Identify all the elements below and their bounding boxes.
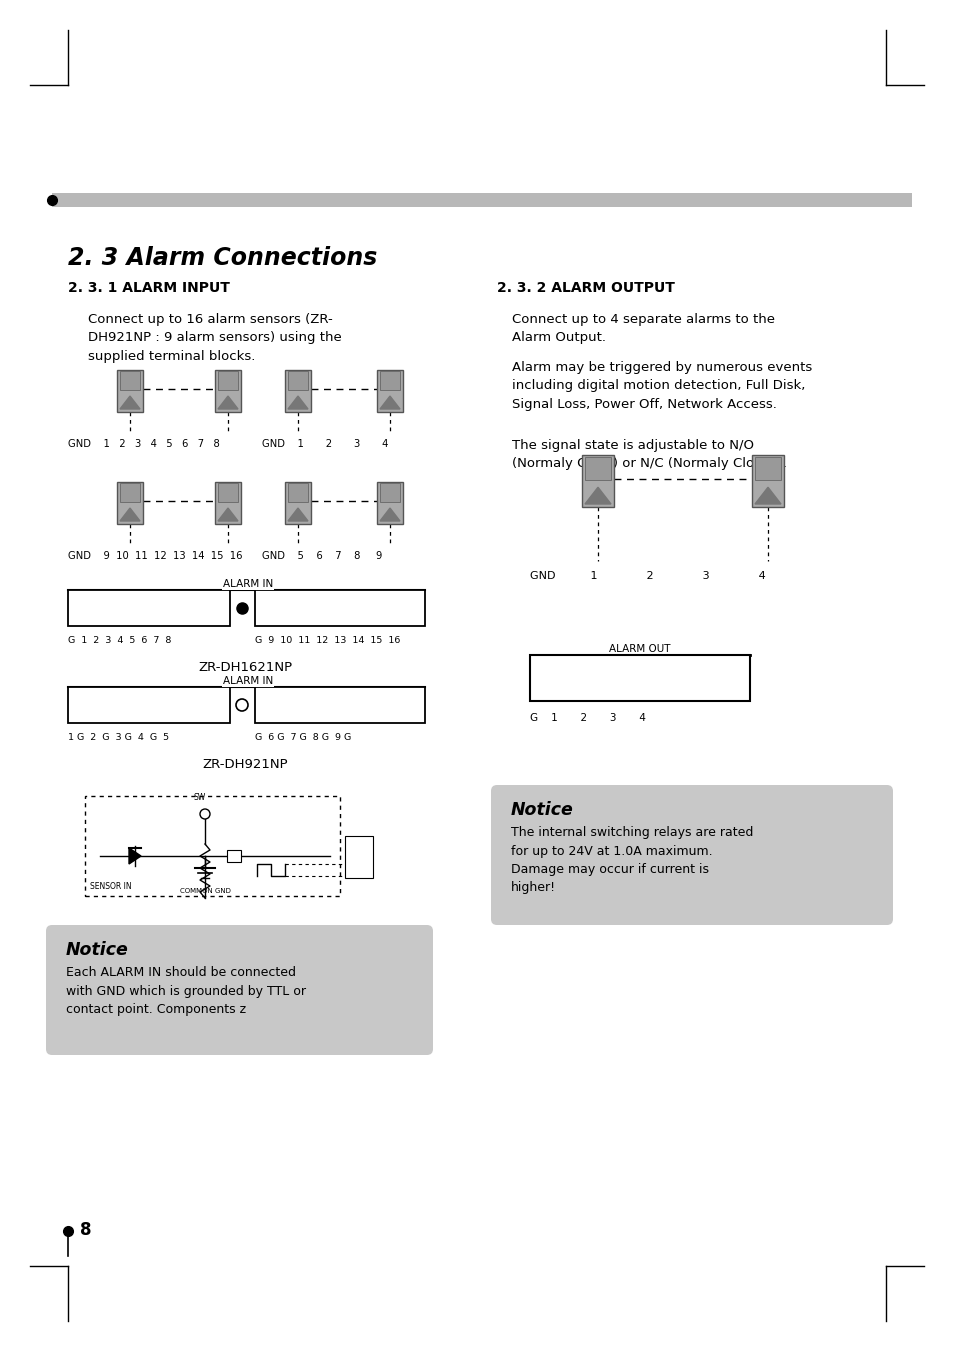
Text: Each ALARM IN should be connected
with GND which is grounded by TTL or
contact p: Each ALARM IN should be connected with G…: [66, 966, 306, 1016]
Text: G  1  2  3  4  5  6  7  8: G 1 2 3 4 5 6 7 8: [68, 636, 172, 644]
Polygon shape: [129, 848, 141, 865]
Bar: [85, 796, 339, 896]
Bar: [581, 455, 614, 507]
Text: SW: SW: [193, 793, 206, 802]
Text: 2. 3. 1 ALARM INPUT: 2. 3. 1 ALARM INPUT: [68, 281, 230, 295]
Text: ALARM IN: ALARM IN: [223, 580, 273, 589]
Text: GND    9  10  11  12  13  14  15  16: GND 9 10 11 12 13 14 15 16: [68, 551, 242, 561]
Polygon shape: [288, 508, 308, 521]
Polygon shape: [288, 396, 308, 409]
Bar: [254, 688, 424, 723]
Text: ZR-DH1621NP: ZR-DH1621NP: [197, 661, 292, 674]
Bar: [584, 457, 610, 480]
Bar: [218, 484, 237, 503]
Bar: [285, 370, 311, 412]
Text: GND    1   2   3   4   5   6   7   8: GND 1 2 3 4 5 6 7 8: [68, 439, 219, 449]
Bar: [288, 484, 308, 503]
Text: 2. 3. 2 ALARM OUTPUT: 2. 3. 2 ALARM OUTPUT: [497, 281, 674, 295]
Bar: [68, 590, 230, 626]
Bar: [285, 482, 311, 524]
Polygon shape: [218, 508, 237, 521]
Circle shape: [200, 809, 210, 819]
Text: COMMON GND: COMMON GND: [179, 888, 231, 894]
Text: Alarm may be triggered by numerous events
including digital motion detection, Fu: Alarm may be triggered by numerous event…: [512, 361, 811, 411]
Text: GND    1       2       3       4: GND 1 2 3 4: [262, 439, 388, 449]
Polygon shape: [584, 488, 610, 504]
Text: ZR-DH921NP: ZR-DH921NP: [202, 758, 288, 771]
Bar: [288, 372, 308, 390]
Text: G    1       2       3       4: G 1 2 3 4: [530, 713, 645, 723]
Text: 1 G  2  G  3 G  4  G  5: 1 G 2 G 3 G 4 G 5: [68, 734, 169, 742]
Bar: [214, 370, 241, 412]
Text: SENSOR IN: SENSOR IN: [90, 882, 132, 892]
Text: G  6 G  7 G  8 G  9 G: G 6 G 7 G 8 G 9 G: [254, 734, 351, 742]
Text: The internal switching relays are rated
for up to 24V at 1.0A maximum.
Damage ma: The internal switching relays are rated …: [511, 825, 753, 894]
FancyBboxPatch shape: [491, 785, 892, 925]
Text: ALARM OUT: ALARM OUT: [609, 644, 670, 654]
Polygon shape: [379, 396, 399, 409]
Text: 8: 8: [80, 1221, 91, 1239]
Bar: [227, 850, 241, 862]
Bar: [379, 484, 399, 503]
Text: Connect up to 4 separate alarms to the
Alarm Output.: Connect up to 4 separate alarms to the A…: [512, 313, 774, 345]
Text: GND    5    6    7    8     9: GND 5 6 7 8 9: [262, 551, 382, 561]
Bar: [120, 484, 140, 503]
Polygon shape: [379, 508, 399, 521]
Bar: [379, 372, 399, 390]
Bar: [68, 688, 230, 723]
Text: Notice: Notice: [511, 801, 573, 819]
Bar: [117, 482, 143, 524]
Bar: [117, 370, 143, 412]
Bar: [376, 482, 402, 524]
Text: DC
GND: DC GND: [348, 842, 363, 855]
Text: Notice: Notice: [66, 942, 129, 959]
Text: ALARM IN: ALARM IN: [223, 676, 273, 686]
Bar: [751, 455, 783, 507]
Text: G  9  10  11  12  13  14  15  16: G 9 10 11 12 13 14 15 16: [254, 636, 400, 644]
Text: 2. 3 Alarm Connections: 2. 3 Alarm Connections: [68, 246, 377, 270]
Polygon shape: [120, 508, 140, 521]
Bar: [254, 590, 424, 626]
Text: The signal state is adjustable to N/O
(Normaly Open) or N/C (Normaly Closed).: The signal state is adjustable to N/O (N…: [512, 439, 786, 470]
Text: GND          1              2              3              4: GND 1 2 3 4: [530, 571, 765, 581]
Polygon shape: [218, 396, 237, 409]
Bar: [754, 457, 781, 480]
Text: Connect up to 16 alarm sensors (ZR-
DH921NP : 9 alarm sensors) using the
supplie: Connect up to 16 alarm sensors (ZR- DH92…: [88, 313, 341, 363]
FancyBboxPatch shape: [46, 925, 433, 1055]
Polygon shape: [754, 488, 781, 504]
Polygon shape: [120, 396, 140, 409]
Bar: [120, 372, 140, 390]
Bar: [52, 193, 911, 207]
Circle shape: [235, 698, 248, 711]
Bar: [218, 372, 237, 390]
Bar: [345, 836, 373, 878]
Bar: [530, 655, 749, 701]
Bar: [214, 482, 241, 524]
Bar: [376, 370, 402, 412]
